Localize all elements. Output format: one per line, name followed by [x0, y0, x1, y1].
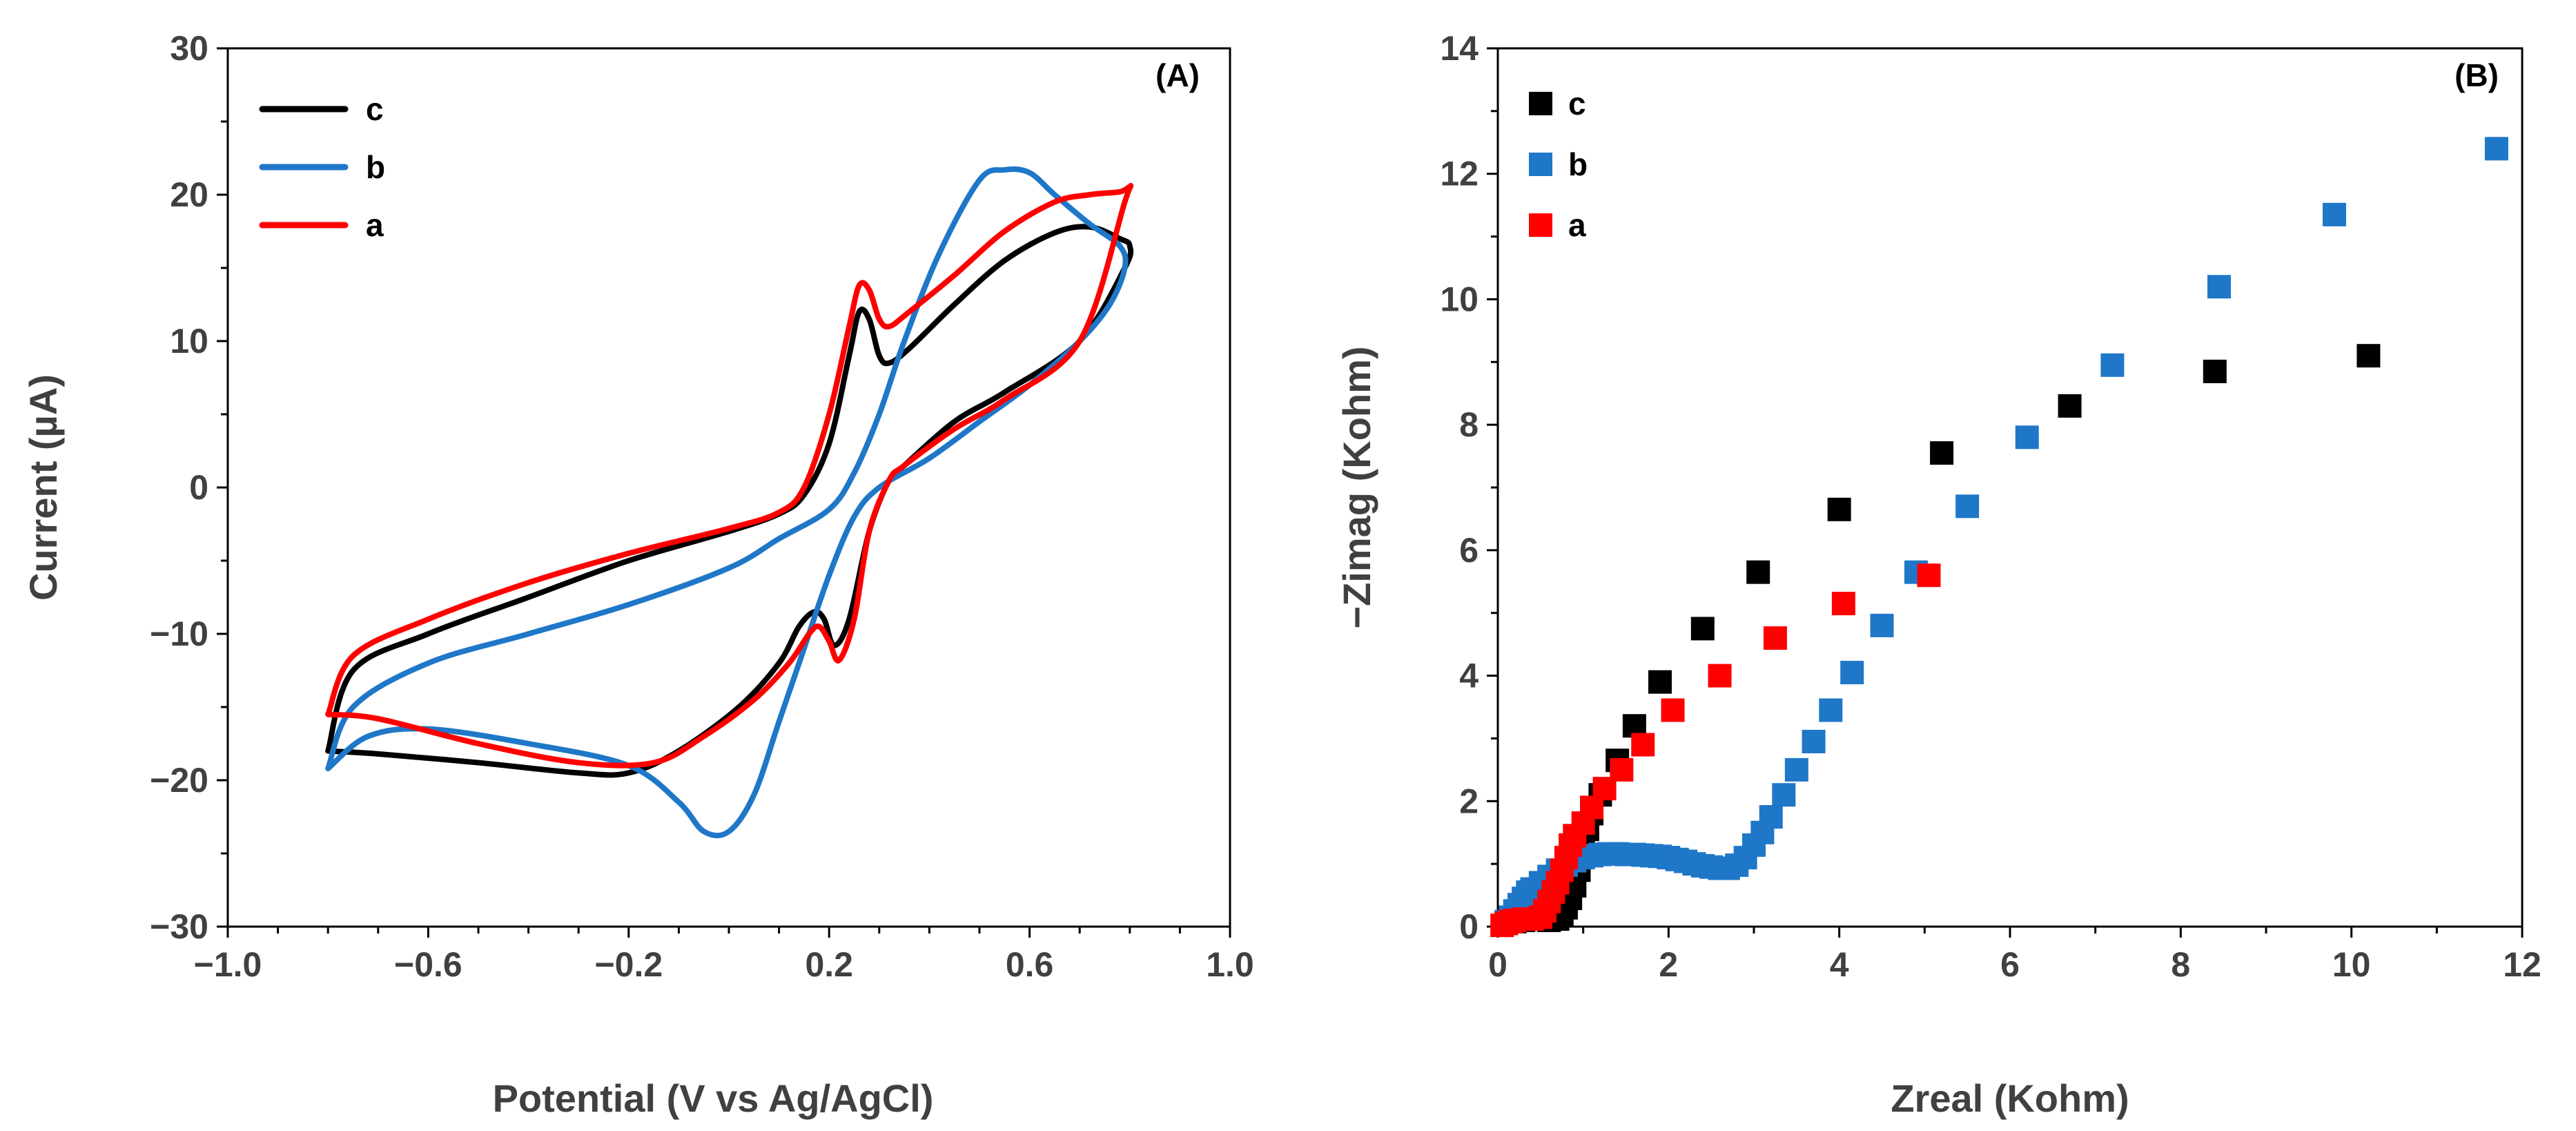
eis-x-tick-label: 8 — [2171, 945, 2190, 984]
cv-curve-c — [325, 224, 1134, 778]
eis-marker-b — [1955, 494, 1980, 519]
cv-y-tick-label: 10 — [170, 322, 208, 360]
cv-y-tick-label: 0 — [189, 468, 208, 507]
cv-curve-a — [325, 183, 1134, 768]
eis-y-tick-label: 2 — [1459, 782, 1479, 820]
eis-marker-b — [2322, 202, 2346, 226]
cv-x-tick-label: 0.2 — [805, 945, 853, 984]
cv-x-tick-label: 0.6 — [1006, 945, 1054, 984]
cv-y-tick-label: 20 — [170, 175, 208, 214]
eis-marker-b — [1759, 805, 1783, 829]
eis-marker-c — [1930, 441, 1954, 465]
eis-marker-b — [1840, 661, 1864, 685]
cv-panel: −1.0 −0.6 −0.2 0.2 0.6 1.0 −30 −20 −10 0 10 20 30 (A… — [21, 29, 1254, 1120]
eis-panel-label: (B) — [2455, 57, 2499, 93]
eis-marker-c — [2203, 359, 2227, 383]
cv-y-tick-label: −30 — [150, 907, 208, 946]
cv-legend: cba — [259, 91, 385, 243]
cv-y-axis-title: Current (µA) — [21, 374, 65, 601]
cv-curves — [325, 166, 1134, 839]
eis-y-tick-label: 12 — [1440, 155, 1479, 193]
eis-marker-a — [1610, 757, 1634, 782]
cv-x-tick-label: −0.2 — [594, 945, 663, 984]
cv-ticks — [217, 47, 1231, 938]
eis-markers — [1490, 137, 2508, 938]
eis-plot-frame — [1496, 47, 2524, 928]
eis-marker-b — [1772, 783, 1796, 807]
eis-legend: cba — [1529, 86, 1588, 243]
eis-x-tick-label: 0 — [1488, 945, 1507, 984]
eis-x-tick-label: 2 — [1659, 945, 1678, 984]
cv-legend-label-a: a — [366, 207, 384, 243]
eis-legend-label-c: c — [1568, 86, 1586, 122]
eis-marker-a — [1661, 698, 1685, 722]
eis-marker-c — [2058, 394, 2082, 418]
eis-series-b — [1494, 137, 2508, 934]
eis-marker-a — [1708, 664, 1732, 688]
eis-y-axis-title: −Zimag (Kohm) — [1335, 346, 1378, 628]
eis-series-a — [1490, 563, 1941, 938]
cv-tick-labels: −1.0 −0.6 −0.2 0.2 0.6 1.0 −30 −20 −10 0 10 20 30 — [150, 29, 1254, 984]
eis-marker-b — [1802, 729, 1826, 753]
eis-marker-b — [2484, 137, 2508, 161]
cv-y-tick-label: −20 — [150, 761, 208, 800]
cv-legend-label-c: c — [366, 91, 384, 127]
eis-marker-b — [1819, 698, 1843, 722]
cv-legend-label-b: b — [366, 149, 385, 185]
eis-y-tick-label: 10 — [1440, 280, 1479, 318]
eis-y-tick-label: 14 — [1440, 29, 1479, 68]
cv-x-tick-label: −0.6 — [394, 945, 462, 984]
eis-y-tick-label: 0 — [1459, 907, 1479, 946]
eis-x-tick-label: 4 — [1830, 945, 1849, 984]
eis-marker-c — [2357, 344, 2381, 368]
eis-y-tick-label: 4 — [1459, 657, 1479, 695]
cv-y-tick-label: 30 — [170, 29, 208, 68]
eis-panel: 0 2 4 6 8 10 12 0 2 4 6 8 10 12 14 (B) cba Zreal (Kohm… — [1335, 29, 2541, 1120]
eis-marker-b — [1784, 757, 1808, 782]
cv-y-tick-label: −10 — [150, 615, 208, 653]
eis-legend-swatch-b — [1529, 153, 1552, 176]
eis-marker-c — [1746, 560, 1770, 584]
eis-ticks — [1487, 47, 2524, 938]
eis-tick-labels: 0 2 4 6 8 10 12 0 2 4 6 8 10 12 14 — [1440, 29, 2541, 984]
eis-x-tick-label: 12 — [2503, 945, 2541, 984]
eis-marker-c — [1648, 670, 1672, 694]
eis-legend-label-a: a — [1568, 207, 1586, 243]
eis-marker-c — [1690, 617, 1715, 641]
eis-legend-label-b: b — [1568, 146, 1588, 182]
eis-marker-c — [1827, 497, 1851, 521]
eis-marker-b — [2100, 353, 2125, 377]
eis-legend-swatch-a — [1529, 213, 1552, 237]
eis-marker-b — [1870, 613, 1894, 637]
cv-x-tick-label: 1.0 — [1206, 945, 1254, 984]
eis-legend-swatch-c — [1529, 92, 1552, 115]
eis-marker-a — [1831, 592, 1855, 616]
eis-marker-b — [2015, 425, 2039, 450]
cv-x-axis-title: Potential (V vs Ag/AgCl) — [493, 1076, 934, 1120]
eis-y-tick-label: 8 — [1459, 405, 1479, 444]
eis-marker-a — [1763, 626, 1787, 650]
cv-panel-label: (A) — [1155, 57, 1200, 93]
eis-x-tick-label: 10 — [2332, 945, 2371, 984]
cv-curve-b — [325, 166, 1129, 839]
eis-marker-a — [1917, 563, 1941, 588]
eis-x-tick-label: 6 — [2000, 945, 2020, 984]
eis-marker-b — [2207, 275, 2231, 299]
eis-marker-a — [1631, 733, 1655, 757]
cv-x-tick-label: −1.0 — [194, 945, 262, 984]
eis-y-tick-label: 6 — [1459, 531, 1479, 570]
eis-x-axis-title: Zreal (Kohm) — [1891, 1076, 2129, 1120]
